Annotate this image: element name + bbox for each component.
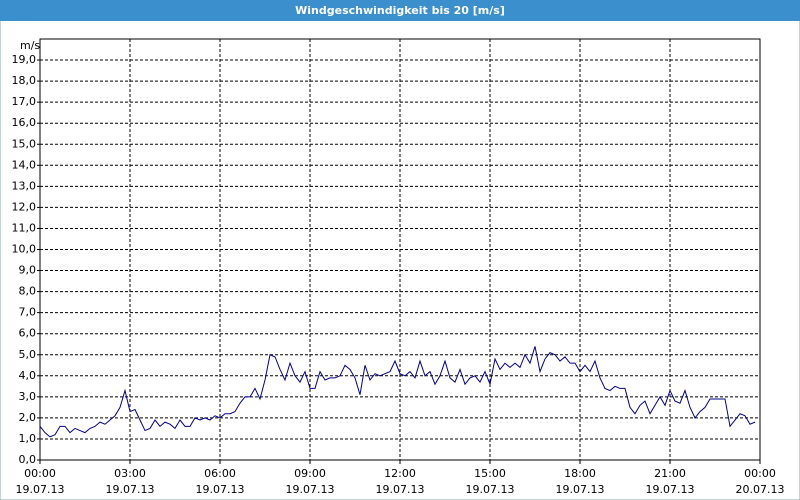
x-tick-label: 09:00 [294,467,326,480]
title-bar [0,0,800,21]
x-tick-label: 15:00 [474,467,506,480]
x-tick-date: 20.07.13 [736,483,785,496]
x-tick-date: 19.07.13 [646,483,695,496]
x-tick-date: 19.07.13 [466,483,515,496]
y-tick-label: 8,0 [19,285,37,298]
y-unit: m/s [20,39,40,52]
x-tick-label: 00:00 [744,467,776,480]
x-tick-date: 19.07.13 [196,483,245,496]
y-tick-label: 17,0 [12,95,37,108]
y-tick-label: 9,0 [19,264,37,277]
x-tick-date: 19.07.13 [286,483,335,496]
y-tick-label: 2,0 [19,411,37,424]
y-tick-label: 6,0 [19,327,37,340]
x-tick-label: 03:00 [114,467,146,480]
plot-frame [39,38,761,461]
x-tick-date: 19.07.13 [106,483,155,496]
data-line [39,346,756,438]
y-tick-label: 16,0 [12,116,37,129]
y-tick-label: 1,0 [19,432,37,445]
x-tick-label: 06:00 [204,467,236,480]
y-tick-label: 18,0 [12,74,37,87]
x-tick-date: 19.07.13 [556,483,605,496]
x-tick-label: 12:00 [384,467,416,480]
y-tick-label: 13,0 [12,179,37,192]
y-tick-label: 14,0 [12,158,37,171]
x-tick-label: 18:00 [564,467,596,480]
y-tick-label: 3,0 [19,390,37,403]
y-tick-label: 15,0 [12,137,37,150]
x-tick-date: 19.07.13 [16,483,65,496]
y-tick-label: 19,0 [12,53,37,66]
x-tick-label: 00:00 [24,467,56,480]
y-tick-label: 11,0 [12,221,37,234]
y-tick-label: 7,0 [19,306,37,319]
x-tick-date: 19.07.13 [376,483,425,496]
chart-title: Windgeschwindigkeit bis 20 [m/s] [295,4,505,17]
y-tick-label: 12,0 [12,200,37,213]
y-tick-label: 10,0 [12,243,37,256]
x-tick-label: 21:00 [654,467,686,480]
y-tick-label: 4,0 [19,369,37,382]
y-tick-label: 5,0 [19,348,37,361]
y-tick-label: 0,0 [19,453,37,466]
